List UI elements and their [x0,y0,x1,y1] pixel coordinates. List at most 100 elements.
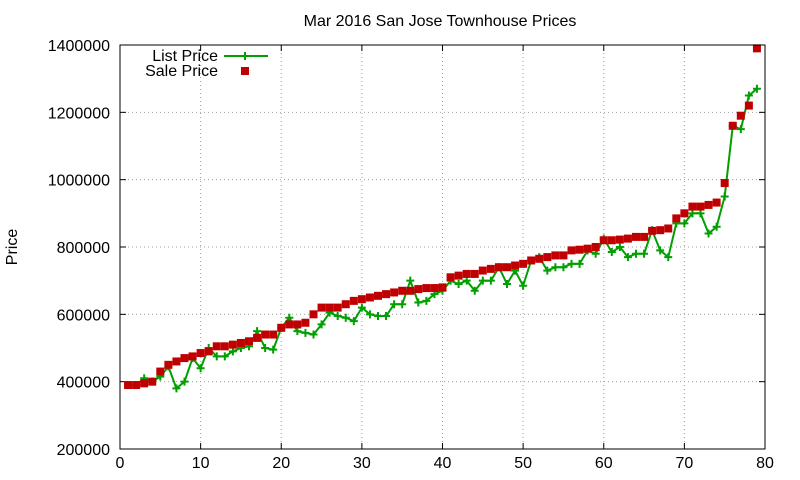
sale-price-point [543,253,552,262]
list-price-point [591,249,600,258]
list-price-point [720,192,729,201]
sale-price-point [269,330,278,339]
y-tick-label: 600000 [57,307,110,324]
sale-price-point [519,259,528,268]
sale-price-point [632,232,640,241]
sale-price-point [583,244,592,253]
y-tick-label: 400000 [57,375,110,392]
list-price-point [470,286,479,295]
list-price-point [752,84,761,93]
list-price-point [317,320,326,329]
sale-price-point [430,284,439,293]
list-price-point [196,364,205,373]
sale-price-point [640,232,649,241]
sale-price-point [220,342,229,351]
list-price-point [736,125,745,134]
sale-price-point [470,269,479,278]
sale-price-point [309,310,318,319]
list-price-point [301,328,310,337]
sale-price-point [672,214,681,223]
list-price-point [462,276,471,285]
sale-price-point [575,245,584,254]
sale-price-point [720,179,729,188]
list-price-point [285,313,294,322]
x-tick-label: 80 [756,455,774,472]
sale-price-point [599,236,608,245]
list-price-point [503,280,511,289]
sale-price-point [180,354,189,363]
sale-price-point [406,286,415,295]
sale-price-point [317,303,326,312]
sale-price-point [494,263,503,272]
list-price-point [341,313,350,322]
sale-price-point [148,377,157,386]
sale-price-point [712,198,721,207]
list-price-point [172,384,181,393]
x-tick-label: 0 [116,455,125,472]
list-price-point [559,263,568,272]
sale-price-point [293,320,302,329]
sale-price-point [204,347,213,356]
sale-price-point [285,320,294,329]
sale-price-point [648,226,657,235]
sale-price-point [696,202,705,211]
plot-frame [119,44,766,450]
legend: List Price Sale Price [145,48,268,80]
list-price-point [712,222,721,231]
list-price-point [575,259,584,268]
sale-price-point [559,251,568,260]
sale-price-point [132,381,141,390]
sale-price-point [374,291,382,300]
legend-marker-sale-price [241,67,249,75]
sale-price-point [656,226,665,235]
list-price-point [422,296,431,305]
sale-price-point [414,285,423,294]
axis-ticks: 0 10 20 30 40 50 60 70 80 200000 400000 600000 80000… [48,38,774,472]
list-price-point [632,249,640,258]
sale-price-point [752,44,761,53]
y-tick-label: 1200000 [48,105,110,122]
x-tick-label: 50 [514,455,532,472]
list-price-point [551,263,560,272]
sale-price-point [236,338,245,347]
sale-price-point [615,235,624,244]
list-price-point [623,253,632,262]
plot-area [124,44,761,393]
list-price-point [390,300,399,309]
sale-price-point [188,352,197,361]
sale-price-point [228,340,237,349]
list-price-point [696,209,705,218]
sale-price-point [365,293,374,302]
list-price-point [664,253,673,262]
list-price-point [269,345,278,354]
legend-label-list-price: List Price [152,48,218,65]
sale-price-point [664,224,673,233]
sale-price-point [704,200,713,209]
list-price-point [365,310,374,319]
sale-price-point [728,121,737,130]
list-price-point [374,312,382,321]
sale-price-point [438,283,447,292]
sale-price-point [253,333,262,342]
sale-price-point [567,246,576,255]
sale-price-point [341,300,350,309]
sale-price-point [212,342,221,351]
sale-price-point [172,357,181,366]
list-price-point [212,352,221,361]
list-price-point [615,243,624,251]
list-price-point [454,280,463,289]
list-price-point [543,266,552,275]
list-price-point [261,344,270,352]
list-price-point [253,327,262,336]
list-price-point [382,312,391,321]
sale-price-point [623,234,632,243]
sale-price-point [164,360,173,369]
x-tick-label: 40 [434,455,452,472]
y-axis-label: Price [4,229,21,266]
list-price-point [309,330,318,339]
sale-price-point [325,303,334,312]
list-price-point [228,347,237,356]
x-tick-label: 10 [192,455,210,472]
sale-price-point [744,101,753,110]
sale-price-point [607,236,616,245]
